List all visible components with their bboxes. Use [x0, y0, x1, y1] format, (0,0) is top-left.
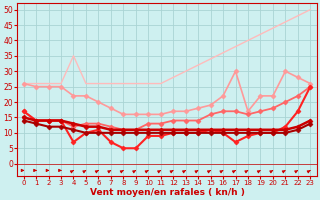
- X-axis label: Vent moyen/en rafales ( kn/h ): Vent moyen/en rafales ( kn/h ): [90, 188, 244, 197]
